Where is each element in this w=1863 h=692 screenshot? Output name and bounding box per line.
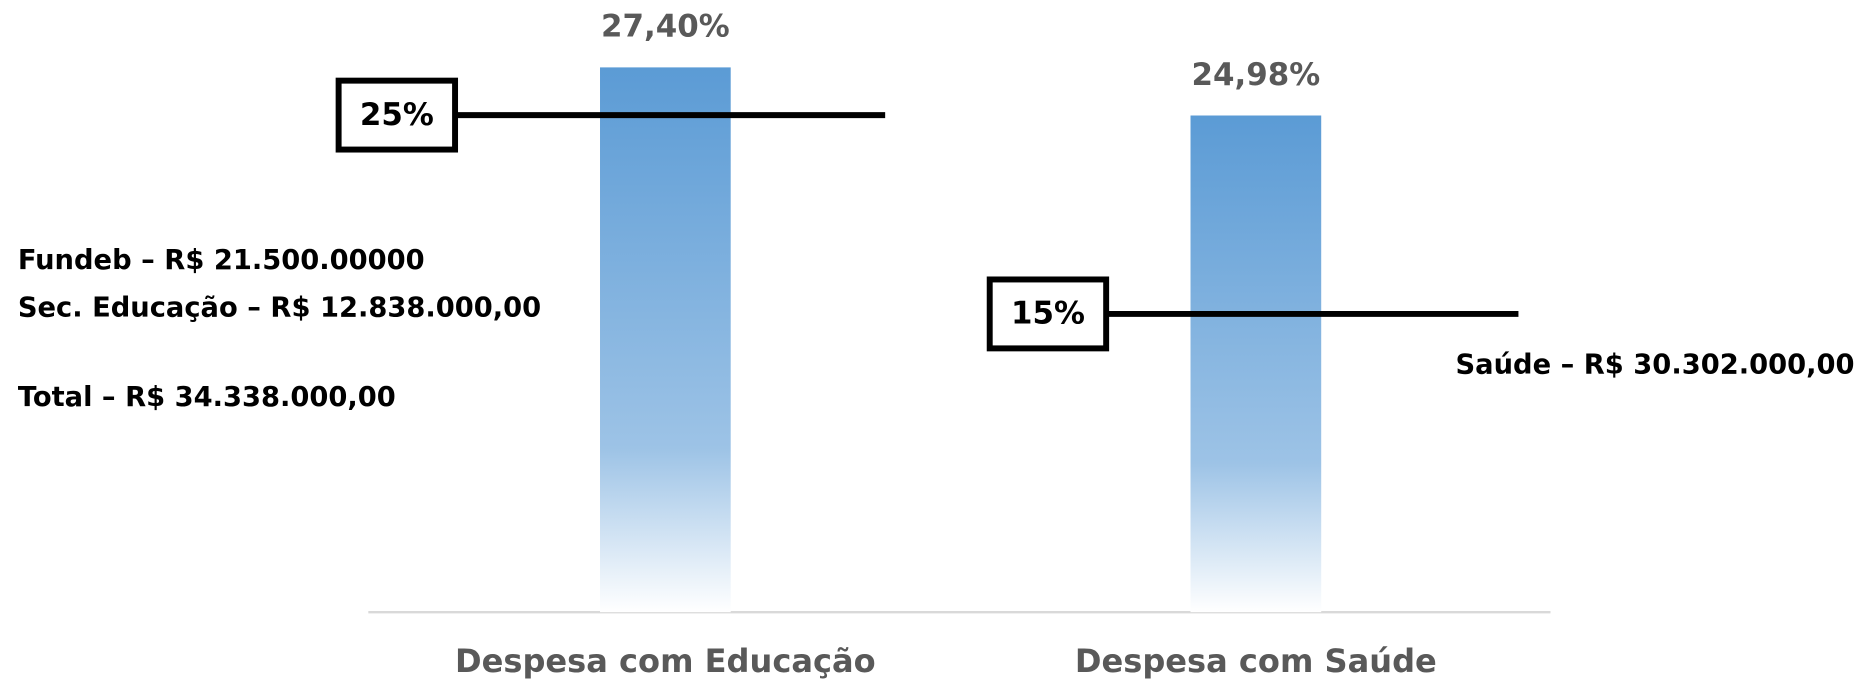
annotation: Saúde – R$ 30.302.000,00 [1455,350,1854,381]
reference-box [335,77,459,153]
reference-label: 15% [1011,296,1085,332]
data-label: 24,98% [1192,57,1321,93]
annotation: Fundeb – R$ 21.500.00000 [18,245,425,276]
annotation: Sec. Educação – R$ 12.838.000,00 [18,293,541,324]
x-tick-label: Despesa com Educação [455,642,876,680]
bar [1190,115,1322,613]
bar [600,67,731,613]
x-tick-label: Despesa com Saúde [1075,642,1437,680]
data-label: 27,40% [601,9,730,45]
reference-label: 25% [360,97,434,133]
reference-box [986,276,1110,352]
annotation: Total – R$ 34.338.000,00 [18,382,396,413]
